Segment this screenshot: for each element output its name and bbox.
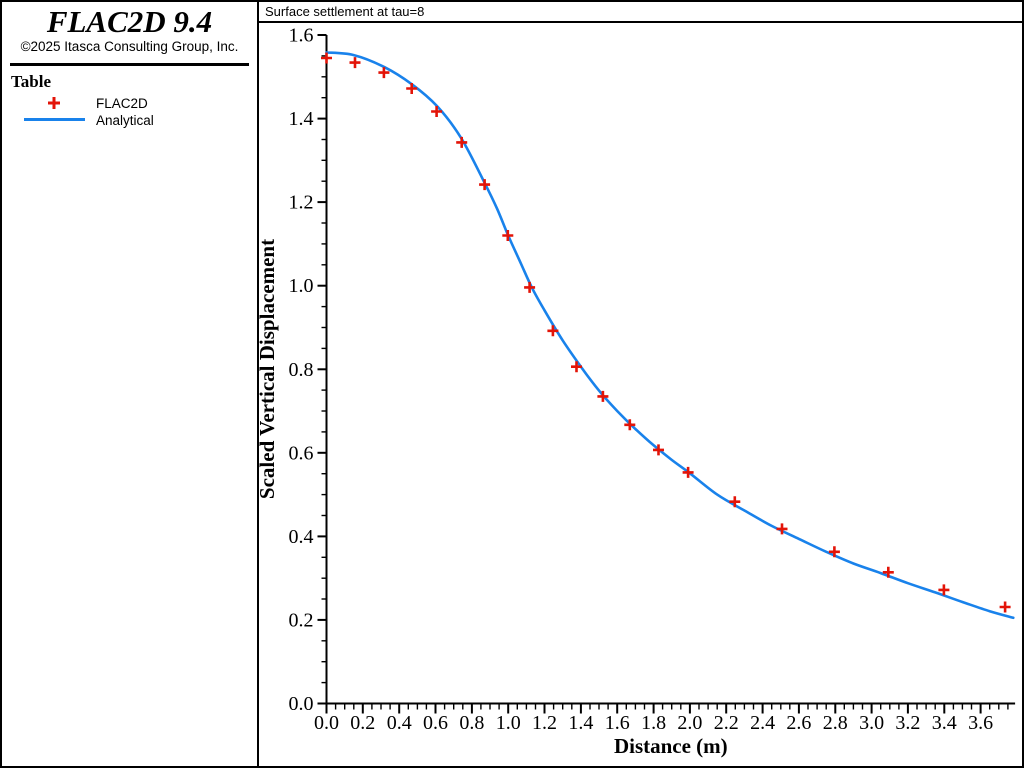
x-tick-label: 2.4 xyxy=(750,712,775,734)
legend-label-analytical: Analytical xyxy=(96,113,154,128)
line-swatch-icon xyxy=(24,118,85,121)
flac2d-marker-series xyxy=(321,52,1011,613)
x-tick-label: 1.4 xyxy=(568,712,593,734)
y-tick-label: 1.6 xyxy=(289,25,314,47)
y-tick-label: 0.8 xyxy=(289,359,314,381)
x-tick-label: 2.2 xyxy=(714,712,739,734)
plot-title: Surface settlement at tau=8 xyxy=(265,4,425,19)
x-axis-ticks: 0.0 0.2 0.4 0.6 0.8 1.0 1.2 1.4 1.6 1.8 2.0 2.2 2.4 2… xyxy=(314,704,1009,734)
x-tick-label: 2.0 xyxy=(677,712,702,734)
x-tick-label: 0.6 xyxy=(423,712,448,734)
analytical-line-series xyxy=(325,51,1015,620)
x-tick-label: 0.8 xyxy=(459,712,484,734)
x-tick-label: 3.0 xyxy=(859,712,884,734)
legend-section-title: Table xyxy=(11,72,52,91)
x-tick-label: 3.2 xyxy=(895,712,920,734)
x-tick-label: 0.4 xyxy=(387,712,412,734)
x-tick-label: 1.6 xyxy=(605,712,630,734)
x-tick-label: 3.6 xyxy=(968,712,993,734)
x-tick-label: 1.2 xyxy=(532,712,557,734)
legend-label-flac2d: FLAC2D xyxy=(96,96,148,111)
y-axis-title: Scaled Vertical Displacement xyxy=(255,239,279,499)
y-axis-ticks: 0.0 0.2 0.4 0.6 0.8 1.0 1.2 1.4 1.6 xyxy=(289,25,327,715)
y-tick-label: 1.0 xyxy=(289,275,314,297)
x-tick-label: 2.8 xyxy=(823,712,848,734)
app-title: FLAC2D 9.4 xyxy=(46,4,213,39)
copyright-text: ©2025 Itasca Consulting Group, Inc. xyxy=(20,39,239,54)
y-tick-label: 1.4 xyxy=(289,108,314,130)
y-tick-label: 0.6 xyxy=(289,442,314,464)
x-tick-label: 1.8 xyxy=(641,712,666,734)
x-tick-label: 0.2 xyxy=(350,712,375,734)
y-tick-label: 0.4 xyxy=(289,526,314,548)
axes xyxy=(325,35,1016,705)
sidebar: FLAC2D 9.4 ©2025 Itasca Consulting Group… xyxy=(2,2,259,766)
y-tick-label: 1.2 xyxy=(289,192,314,214)
y-tick-label: 0.2 xyxy=(289,609,314,631)
sidebar-rule xyxy=(10,63,249,66)
x-tick-label: 3.4 xyxy=(932,712,957,734)
plot-title-bar: Surface settlement at tau=8 xyxy=(259,2,1022,23)
plus-marker-icon xyxy=(48,97,60,109)
x-tick-label: 1.0 xyxy=(496,712,521,734)
x-axis-title: Distance (m) xyxy=(614,734,728,758)
y-tick-label: 0.0 xyxy=(289,693,314,715)
x-tick-label: 2.6 xyxy=(786,712,811,734)
x-tick-label: 0.0 xyxy=(314,712,339,734)
